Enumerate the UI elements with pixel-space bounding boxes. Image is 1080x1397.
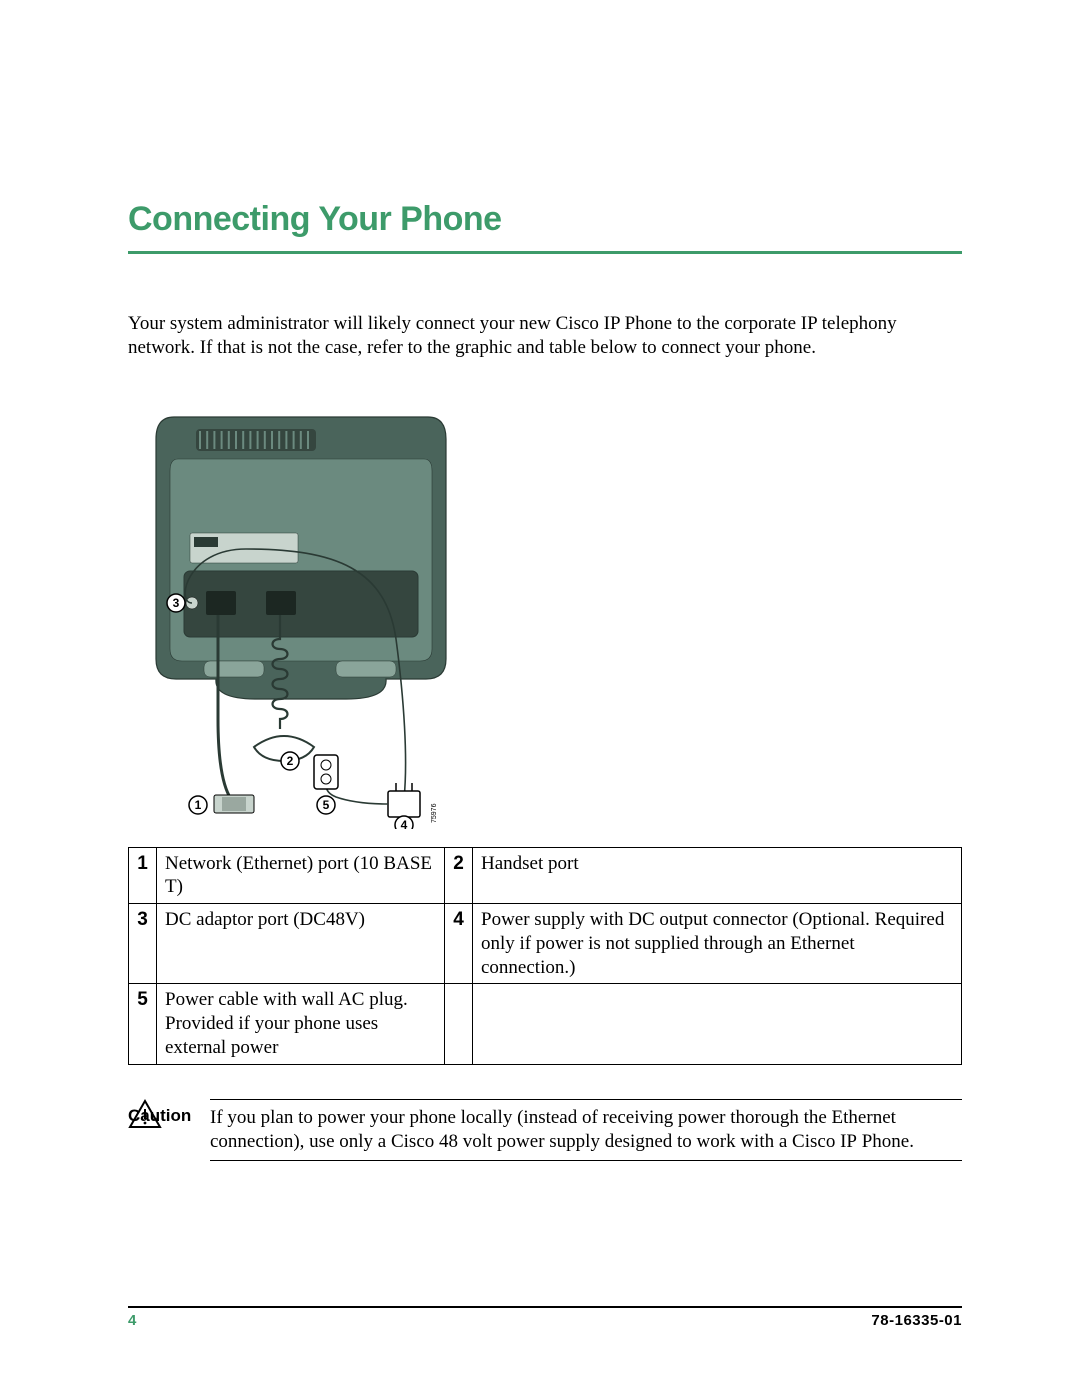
page-number: 4 [128, 1312, 136, 1329]
table-row: 5 Power cable with wall AC plug. Provide… [129, 984, 962, 1064]
legend-num: 2 [445, 847, 473, 904]
page-footer: 4 78-16335-01 [128, 1306, 962, 1329]
svg-text:4: 4 [401, 818, 408, 829]
section-heading: Connecting Your Phone [128, 200, 962, 239]
caution-rule-bottom [210, 1160, 962, 1161]
legend-num: 4 [445, 904, 473, 984]
legend-desc [473, 984, 962, 1064]
document-page: Connecting Your Phone Your system admini… [0, 0, 1080, 1397]
legend-num: 1 [129, 847, 157, 904]
table-row: 1 Network (Ethernet) port (10 BASE T) 2 … [129, 847, 962, 904]
legend-desc: Power cable with wall AC plug. Provided … [157, 984, 445, 1064]
caution-rule-top [210, 1099, 962, 1100]
svg-text:2: 2 [287, 754, 294, 768]
phone-diagram: 3 2 1 5 4 75976 [136, 399, 486, 829]
figure-wrap: 3 2 1 5 4 75976 [136, 399, 962, 829]
intro-paragraph: Your system administrator will likely co… [128, 312, 962, 361]
legend-desc: Handset port [473, 847, 962, 904]
legend-table: 1 Network (Ethernet) port (10 BASE T) 2 … [128, 847, 962, 1065]
svg-text:5: 5 [323, 798, 330, 812]
caution-text: If you plan to power your phone locally … [210, 1106, 962, 1155]
legend-desc: Network (Ethernet) port (10 BASE T) [157, 847, 445, 904]
svg-text:1: 1 [195, 798, 202, 812]
legend-num: 3 [129, 904, 157, 984]
legend-num: 5 [129, 984, 157, 1064]
legend-desc: DC adaptor port (DC48V) [157, 904, 445, 984]
legend-num [445, 984, 473, 1064]
svg-text:3: 3 [173, 596, 180, 610]
caution-icon [128, 1099, 162, 1129]
heading-rule [128, 251, 962, 254]
svg-text:75976: 75976 [431, 803, 438, 823]
caution-block: Caution If you plan to power your phone … [128, 1099, 962, 1162]
table-row: 3 DC adaptor port (DC48V) 4 Power supply… [129, 904, 962, 984]
legend-desc: Power supply with DC output connector (O… [473, 904, 962, 984]
doc-number: 78-16335-01 [871, 1312, 962, 1329]
